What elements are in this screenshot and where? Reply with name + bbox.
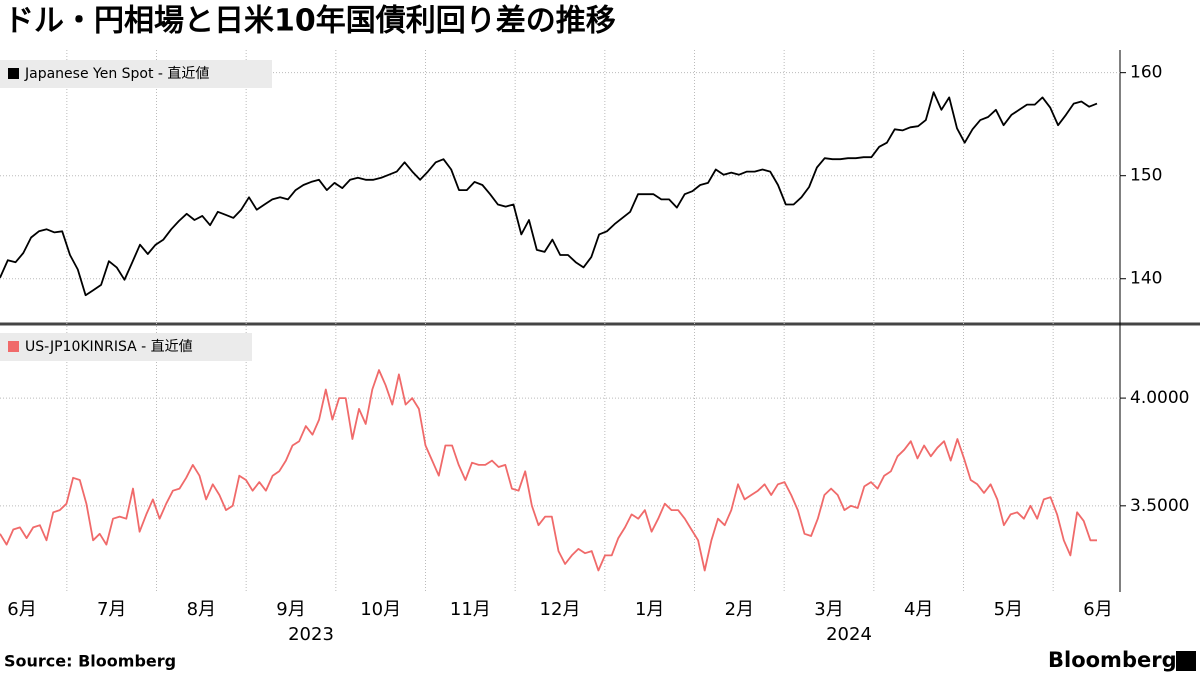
- y-tick-label: 140: [1130, 269, 1162, 289]
- source: Source: Bloomberg: [4, 652, 176, 671]
- y-tick-label: 150: [1130, 166, 1162, 186]
- brand-logo: Bloomberg: [1048, 648, 1177, 672]
- x-tick-label: 4月: [904, 599, 933, 620]
- legend-box: [0, 60, 272, 88]
- x-tick-label: 6月: [1083, 599, 1112, 620]
- y-tick-label: 3.5000: [1130, 496, 1189, 516]
- data-line: [0, 369, 1097, 572]
- chart-title: ドル・円相場と日米10年国債利回り差の推移: [4, 4, 616, 39]
- y-tick-label: 160: [1130, 63, 1162, 83]
- data-line: [0, 91, 1098, 297]
- x-tick-label: 5月: [994, 599, 1023, 620]
- x-tick-label: 7月: [97, 599, 126, 620]
- x-year-label: 2024: [826, 624, 872, 645]
- x-tick-label: 12月: [540, 599, 581, 620]
- x-tick-label: 10月: [360, 599, 401, 620]
- legend-label: US-JP10KINRISA - 直近値: [25, 338, 193, 355]
- x-year-label: 2023: [288, 624, 334, 645]
- legend-label: Japanese Yen Spot - 直近値: [24, 65, 209, 82]
- y-tick-label: 4.0000: [1130, 388, 1189, 408]
- x-tick-label: 9月: [276, 599, 305, 620]
- legend-swatch: [8, 68, 19, 79]
- x-tick-label: 6月: [7, 599, 36, 620]
- x-tick-label: 8月: [187, 599, 216, 620]
- x-tick-label: 11月: [450, 599, 491, 620]
- x-tick-label: 1月: [635, 599, 664, 620]
- legend-box: [0, 333, 252, 361]
- x-tick-label: 2月: [725, 599, 754, 620]
- legend-swatch: [8, 341, 19, 352]
- brand-icon: [1176, 651, 1196, 671]
- x-tick-label: 3月: [814, 599, 843, 620]
